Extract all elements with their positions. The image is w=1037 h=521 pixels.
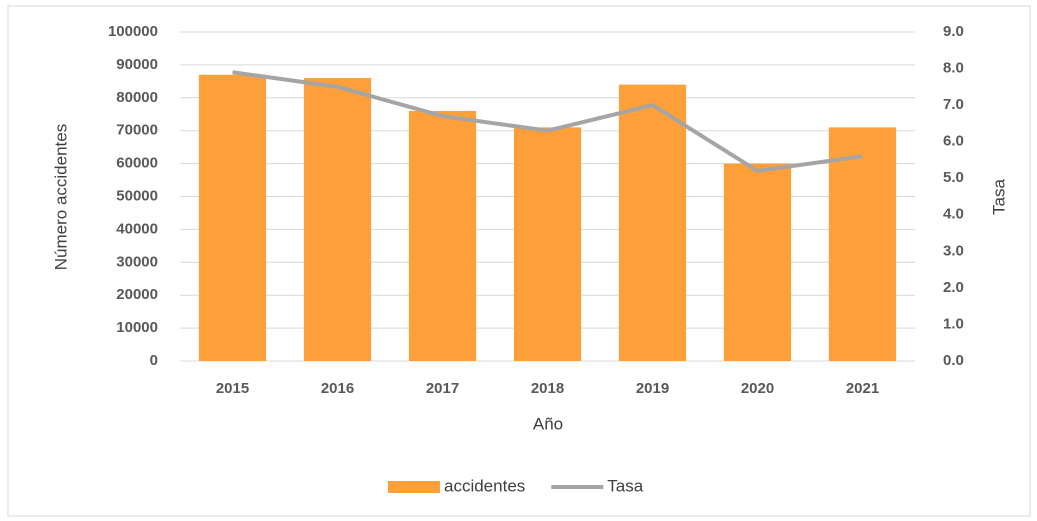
y-axis-label: Número accidentes [51, 124, 70, 270]
y-tick-label: 0 [150, 352, 158, 369]
line-series [232, 70, 863, 173]
legend-label: Tasa [607, 476, 643, 495]
y-tick-label: 30000 [116, 253, 158, 270]
y2-tick-label: 4.0 [943, 206, 964, 223]
y2-tick-label: 2.0 [943, 279, 964, 296]
chart-border [7, 5, 1031, 517]
x-tick-label: 2020 [741, 380, 774, 397]
y2-tick-label: 7.0 [943, 96, 964, 113]
y-tick-label: 20000 [116, 286, 158, 303]
y-tick-label: 50000 [116, 187, 158, 204]
y2-tick-label: 3.0 [943, 242, 964, 259]
y-tick-label: 70000 [116, 122, 158, 139]
y-tick-label: 40000 [116, 220, 158, 237]
bar [828, 127, 897, 361]
y2-tick-label: 9.0 [943, 23, 964, 40]
y-tick-label: 80000 [116, 89, 158, 106]
y-tick-label: 90000 [116, 56, 158, 73]
bar [408, 110, 477, 362]
y2-tick-label: 5.0 [943, 169, 964, 186]
y-tick-label: 100000 [108, 23, 158, 40]
y2-tick-label: 6.0 [943, 133, 964, 150]
bar [198, 74, 267, 362]
legend-label: accidentes [444, 476, 525, 495]
y2-tick-label: 8.0 [943, 60, 964, 77]
y2-tick-label: 0.0 [943, 352, 964, 369]
bar [723, 163, 792, 361]
bar [303, 78, 372, 361]
x-tick-label: 2016 [321, 380, 354, 397]
x-tick-label: 2017 [426, 380, 459, 397]
bar [618, 84, 687, 361]
bar [513, 127, 582, 361]
x-tick-label: 2018 [531, 380, 564, 397]
y-tick-label: 60000 [116, 155, 158, 172]
y-tick-label: 10000 [116, 319, 158, 336]
x-axis-label: Año [533, 414, 563, 433]
legend-swatch [388, 481, 440, 493]
x-tick-label: 2019 [636, 380, 669, 397]
y2-tick-label: 1.0 [943, 315, 964, 332]
x-tick-label: 2021 [846, 380, 879, 397]
x-tick-label: 2015 [216, 380, 249, 397]
y2-axis-label: Tasa [989, 179, 1008, 215]
